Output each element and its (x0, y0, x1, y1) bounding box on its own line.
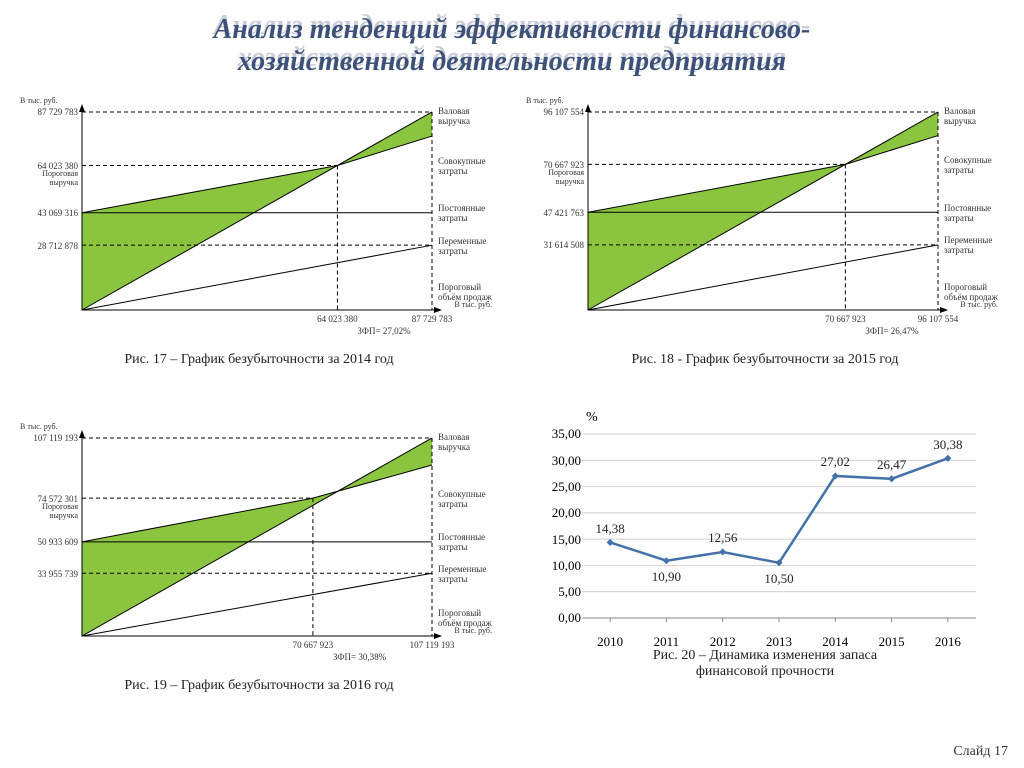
trend-line-chart: 0,005,0010,0015,0020,0025,0030,0035,0014… (556, 416, 986, 646)
x-max-value: 107 119 193 (410, 640, 455, 650)
cell-chart-2014: 87 729 783 64 023 380 Пороговаявыручка 43 0… (10, 90, 508, 410)
lc-value-label: 27,02 (821, 454, 850, 470)
breakeven-svg (10, 90, 500, 350)
label-revenue: Валоваявыручка (438, 106, 470, 126)
title-l2: хозяйственной деятельности предприятия (238, 46, 786, 77)
y-tick-label: 96 107 554 (544, 107, 585, 117)
label-var-cost: Переменныезатраты (438, 564, 486, 584)
lc-y-unit: % (586, 410, 598, 426)
label-total-cost: Совокупныезатраты (438, 489, 486, 509)
lc-value-label: 10,90 (652, 569, 681, 585)
label-total-cost: Совокупныезатраты (944, 155, 992, 175)
label-total-cost: Совокупныезатраты (438, 156, 486, 176)
x-threshold-value: 70 667 923 (293, 640, 334, 650)
x-unit-label: В тыс. руб. (454, 626, 492, 635)
chart-caption: Рис. 18 - График безубыточности за 2015 … (516, 352, 1014, 368)
y-tick-label: 107 119 193 (33, 433, 78, 443)
y-tick-label: 50 933 609 (38, 537, 79, 547)
lc-value-label: 10,50 (764, 571, 793, 587)
zfp-label: ЗФП= 26,47% (865, 326, 918, 336)
lc-x-label: 2011 (654, 634, 680, 650)
breakeven-svg (10, 416, 500, 676)
cell-chart-2016: 107 119 19374 572 301Пороговаявыручка50 … (10, 416, 508, 736)
y-tick-label: 43 069 316 (38, 208, 79, 218)
lc-x-label: 2014 (822, 634, 848, 650)
x-max-value: 87 729 783 (412, 314, 453, 324)
lc-x-label: 2016 (935, 634, 961, 650)
label-threshold-x: Пороговыйобъём продаж (438, 608, 492, 628)
chart-caption: Рис. 19 – График безубыточности за 2016 … (10, 678, 508, 694)
x-unit-label: В тыс. руб. (960, 300, 998, 309)
page-title: Анализ тенденций эффективности финансово… (0, 0, 1024, 86)
lc-x-label: 2013 (766, 634, 792, 650)
label-var-cost: Переменныезатраты (944, 235, 992, 255)
title-l1: Анализ тенденций эффективности финансово… (214, 14, 811, 45)
label-fixed-cost: Постоянныезатраты (944, 203, 991, 223)
y-unit-label: В тыс. руб. (526, 96, 564, 105)
threshold-y-note: Пороговаявыручка (42, 169, 78, 187)
y-tick-label: 28 712 878 (38, 241, 79, 251)
x-threshold-value: 64 023 380 (317, 314, 358, 324)
chart-grid: 87 729 783 64 023 380 Пороговаявыручка 43 0… (0, 86, 1024, 746)
zfp-label: ЗФП= 27,02% (357, 326, 410, 336)
y-unit-label: В тыс. руб. (20, 422, 58, 431)
label-threshold-x: Пороговыйобъём продаж (438, 282, 492, 302)
label-fixed-cost: Постоянныезатраты (438, 203, 485, 223)
lc-y-tick: 30,00 (552, 453, 581, 469)
lc-value-label: 12,56 (708, 530, 737, 546)
lc-x-label: 2010 (597, 634, 623, 650)
lc-value-label: 30,38 (933, 437, 962, 453)
lc-x-label: 2012 (710, 634, 736, 650)
slide-number: Слайд 17 (953, 744, 1008, 760)
lc-y-tick: 25,00 (552, 479, 581, 495)
breakeven-svg (516, 90, 1006, 350)
label-fixed-cost: Постоянныезатраты (438, 532, 485, 552)
label-revenue: Валоваявыручка (944, 106, 976, 126)
lc-x-label: 2015 (879, 634, 905, 650)
lc-y-tick: 15,00 (552, 532, 581, 548)
lc-value-label: 26,47 (877, 457, 906, 473)
x-max-value: 96 107 554 (918, 314, 959, 324)
label-threshold-x: Пороговыйобъём продаж (944, 282, 998, 302)
y-unit-label: В тыс. руб. (20, 96, 58, 105)
threshold-y-note: Пороговаявыручка (42, 502, 78, 520)
y-tick-label: 33 955 739 (38, 569, 79, 579)
threshold-y-note: Пороговаявыручка (548, 168, 584, 186)
x-unit-label: В тыс. руб. (454, 300, 492, 309)
x-threshold-value: 70 667 923 (825, 314, 866, 324)
breakeven-chart: 107 119 19374 572 301Пороговаявыручка50 … (10, 416, 500, 676)
label-var-cost: Переменныезатраты (438, 236, 486, 256)
y-tick-label: 31 614 508 (544, 240, 585, 250)
chart-caption: Рис. 17 – График безубыточности за 2014 … (10, 352, 508, 368)
chart-caption: Рис. 20 – Динамика изменения запасафинан… (516, 648, 1014, 680)
label-revenue: Валоваявыручка (438, 432, 470, 452)
zfp-label: ЗФП= 30,38% (333, 652, 386, 662)
y-tick-label: 47 421 763 (544, 208, 585, 218)
y-tick-label: 87 729 783 (38, 107, 79, 117)
breakeven-chart: 87 729 783 64 023 380 Пороговаявыручка 43 0… (10, 90, 500, 350)
lc-y-tick: 35,00 (552, 426, 581, 442)
cell-chart-line: 0,00 5,00 10,00 15,00 20,00 25,00 30,00 35,00 14… (516, 416, 1014, 736)
cell-chart-2015: 96 107 554 70 667 923 Пороговаявыручка 47 4… (516, 90, 1014, 410)
lc-y-tick: 5,00 (558, 584, 581, 600)
lc-y-tick: 20,00 (552, 505, 581, 521)
lc-y-tick: 10,00 (552, 558, 581, 574)
breakeven-chart: 96 107 554 70 667 923 Пороговаявыручка 47 4… (516, 90, 1006, 350)
lc-y-tick: 0,00 (558, 610, 581, 626)
lc-value-label: 14,38 (596, 521, 625, 537)
